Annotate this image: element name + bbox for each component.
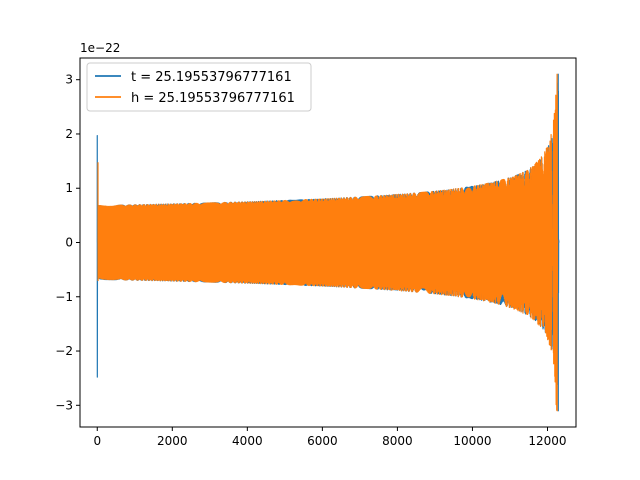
legend-label-t: t = 25.19553796777161 <box>131 70 292 85</box>
y-offset-label: 1e−22 <box>80 41 120 55</box>
x-tick-label: 12000 <box>528 434 566 448</box>
y-axis: −3 −2 −1 0 1 2 3 <box>55 73 80 412</box>
y-tick-label: −1 <box>55 290 73 304</box>
x-tick-label: 8000 <box>382 434 413 448</box>
y-tick-label: −3 <box>55 398 73 412</box>
y-tick-label: 1 <box>65 181 73 195</box>
y-tick-label: 2 <box>65 127 73 141</box>
y-tick-label: −2 <box>55 344 73 358</box>
legend-box <box>86 62 312 112</box>
x-tick-label: 2000 <box>157 434 188 448</box>
series-layer <box>96 73 560 412</box>
x-tick-label: 10000 <box>453 434 491 448</box>
x-tick-label: 0 <box>93 434 101 448</box>
y-tick-label: 3 <box>65 73 73 87</box>
x-tick-label: 4000 <box>232 434 263 448</box>
legend-label-h: h = 25.19553796777161 <box>131 91 295 106</box>
x-tick-label: 6000 <box>307 434 338 448</box>
legend: t = 25.19553796777161 h = 25.19553796777… <box>86 62 312 112</box>
x-axis: 0 2000 4000 6000 8000 10000 12000 <box>93 427 567 448</box>
series-line-h <box>97 73 559 412</box>
y-tick-label: 0 <box>65 236 73 250</box>
